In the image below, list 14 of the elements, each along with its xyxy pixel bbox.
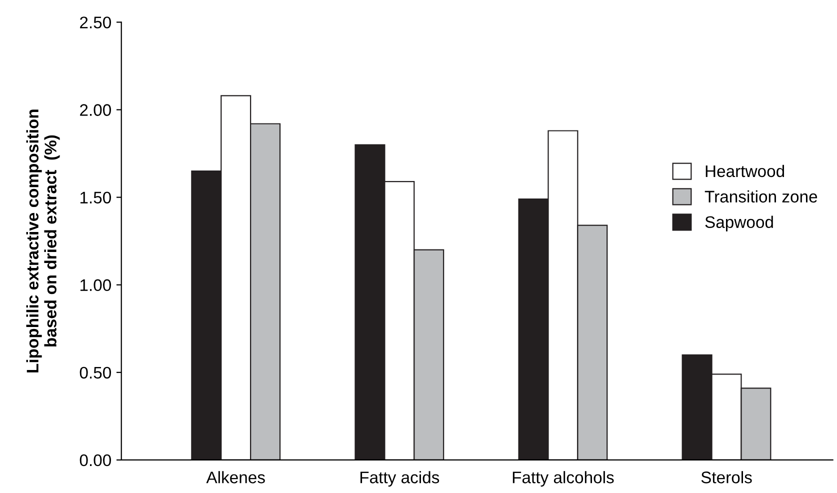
x-tick-label: Fatty acids — [360, 471, 440, 487]
x-tick-label: Fatty alcohols — [512, 471, 614, 487]
y-tick-label: 2.50 — [80, 16, 111, 28]
y-tick-label: 1.00 — [80, 279, 111, 292]
y-tick-label: 1.50 — [80, 192, 111, 204]
y-tick-label: 2.00 — [80, 104, 111, 116]
y-tick-label: 0.00 — [80, 454, 111, 466]
y-axis-title: Lipophilic extractive composition based on dried extract (%) — [26, 110, 60, 372]
x-tick-label: Sterols — [701, 471, 752, 484]
legend-label: Heartwood — [706, 164, 784, 178]
legend-label: Sapwood — [705, 216, 773, 232]
y-tick-label: 0.50 — [80, 366, 111, 379]
legend-label: Transition zone — [704, 190, 818, 203]
x-tick-label: Alkenes — [206, 471, 265, 484]
